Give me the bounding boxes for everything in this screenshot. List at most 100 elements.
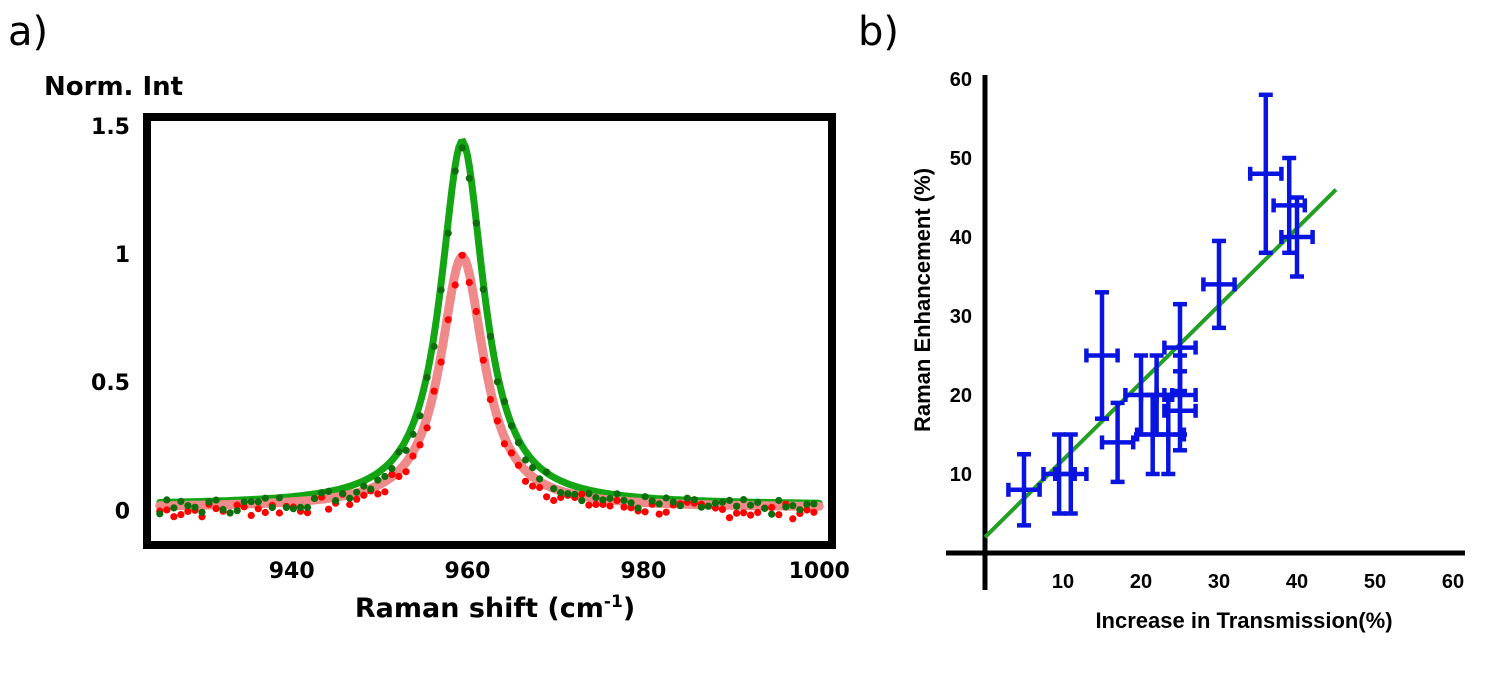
panel-b-error-point	[1247, 92, 1284, 256]
panel-a-data-point	[437, 286, 445, 294]
panel-a-data-point	[521, 477, 530, 485]
panel-a-data-point	[240, 503, 248, 511]
panel-a-data-point	[451, 281, 459, 289]
panel-a-data-point	[423, 373, 431, 381]
panel-a-data-point	[648, 497, 656, 505]
panel-a-data-point	[782, 503, 790, 511]
panel-a-data-point	[486, 395, 494, 404]
panel-a-data-point	[740, 509, 748, 517]
panel-a-data-point	[529, 482, 537, 490]
panel-a-data-point	[416, 412, 424, 420]
panel-a-data-point	[641, 508, 649, 516]
panel-a-label: a)	[8, 9, 48, 55]
panel-a-data-point	[437, 358, 445, 366]
panel-a-data-point	[451, 167, 459, 175]
panel-a-data-point	[718, 505, 727, 513]
panel-a-data-point	[634, 504, 642, 512]
panel-a-data-point	[303, 503, 312, 511]
panel-b-xticks: 10 20 30 40 50 60	[1052, 571, 1464, 593]
panel-a-data-point	[803, 506, 811, 514]
panel-a-data-point	[662, 508, 670, 516]
panel-a-data-point	[761, 504, 769, 512]
panel-b-ytick-label: 30	[950, 306, 972, 328]
panel-b-error-point	[1201, 238, 1237, 331]
panel-a-data-point	[191, 503, 199, 511]
panel-a-data-point	[557, 489, 565, 497]
panel-a-data-point	[339, 489, 347, 498]
panel-a-data-point	[219, 505, 227, 514]
panel-a-data-point	[332, 497, 340, 505]
panel-b-error-point	[1084, 290, 1120, 421]
panel-a-ylabel: Norm. Int	[44, 72, 183, 102]
panel-a-data-point	[521, 456, 530, 464]
panel-a-data-point	[789, 515, 797, 523]
panel-a-ytick-label: 0	[115, 499, 130, 524]
panel-a-data-point	[747, 501, 755, 509]
panel-a-data-point	[564, 490, 572, 498]
panel-a-data-point	[493, 417, 501, 425]
panel-a-data-point	[346, 500, 354, 509]
panel-a-data-point	[627, 499, 635, 507]
panel-a-data-point	[599, 496, 607, 504]
panel-a-data-point	[620, 503, 628, 511]
panel-a-data-point	[620, 496, 628, 504]
panel-b-xtick-label: 30	[1208, 571, 1230, 593]
panel-a-data-point	[177, 510, 185, 519]
panel-a-data-point	[268, 503, 276, 512]
panel-a-data-point	[184, 502, 192, 510]
panel-b-xlabel: Increase in Transmission(%)	[1095, 608, 1392, 633]
panel-a-data-point	[775, 511, 783, 519]
panel-a-data-point	[507, 422, 516, 430]
panel-a-data-point	[606, 502, 614, 510]
panel-b-ylabel: Raman Enhancement (%)	[910, 168, 935, 432]
panel-a-data-point	[226, 509, 234, 517]
panel-b-chart: 10 20 30 40 50 60 10 20 30 40 50 60 Increase in Tr…	[910, 69, 1465, 633]
panel-a-data-point	[796, 506, 804, 514]
panel-a-data-point	[578, 497, 586, 505]
panel-b-error-point	[1162, 369, 1198, 453]
panel-a-data-point	[550, 485, 558, 493]
panel-a-data-point	[275, 509, 283, 517]
panel-a-data-point	[585, 501, 593, 509]
panel-a-data-points	[156, 144, 818, 523]
panel-a-data-point	[374, 476, 382, 484]
panel-a-data-point	[803, 500, 811, 508]
panel-a-data-point	[318, 489, 326, 497]
panel-a-data-point	[388, 465, 396, 473]
panel-a-data-point	[754, 508, 762, 517]
panel-a-data-point	[641, 493, 649, 501]
panel-b-yticks: 10 20 30 40 50 60	[950, 69, 972, 486]
panel-a-xtick-label: 1000	[789, 559, 850, 584]
panel-a-data-point	[409, 430, 417, 438]
panel-a-data-point	[247, 511, 255, 520]
panel-a-data-point	[395, 472, 403, 481]
panel-a-data-point	[704, 502, 713, 510]
panel-b-xtick-label: 10	[1052, 571, 1074, 593]
panel-a-ytick-label: 1	[115, 243, 130, 268]
panel-a-data-point	[472, 219, 480, 227]
panel-a-data-point	[212, 505, 220, 513]
panel-a-data-point	[747, 511, 755, 519]
panel-a-data-point	[465, 174, 473, 182]
panel-a-data-point	[310, 494, 319, 503]
panel-b-error-points	[1006, 92, 1315, 528]
panel-a-data-point	[402, 468, 410, 476]
panel-a-data-point	[198, 508, 206, 516]
panel-a-data-point	[550, 496, 558, 505]
panel-a-data-point	[493, 378, 501, 386]
panel-a-data-point	[346, 494, 354, 502]
panel-a-data-point	[289, 505, 297, 513]
panel-a-data-point	[381, 472, 389, 481]
panel-a-data-point	[529, 464, 537, 472]
panel-a-data-point	[444, 229, 452, 237]
panel-a-data-point	[303, 509, 312, 517]
panel-a-data-point	[810, 508, 818, 516]
panel-a-data-point	[472, 307, 480, 316]
panel-a-data-point	[571, 490, 579, 498]
panel-a-data-point	[184, 507, 192, 515]
panel-a-data-point	[177, 497, 185, 505]
panel-a-data-point	[536, 475, 544, 483]
panel-a-data-point	[409, 452, 417, 460]
panel-a-xtick-label: 960	[445, 559, 491, 584]
panel-a-data-point	[430, 342, 438, 351]
